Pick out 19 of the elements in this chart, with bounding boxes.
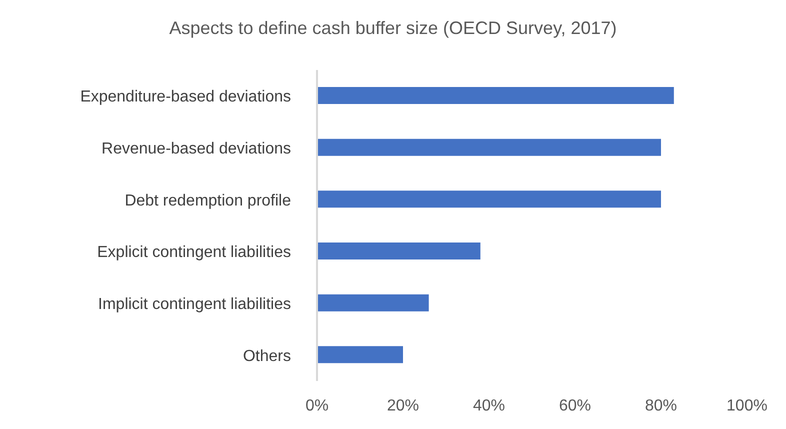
y-tick-label: Debt redemption profile <box>124 192 292 210</box>
x-tick-label: 100% <box>726 397 768 414</box>
bar <box>317 190 661 208</box>
x-tick-label: 60% <box>558 397 592 414</box>
y-tick-label: Expenditure-based deviations <box>80 88 291 106</box>
y-tick-label: Implicit contingent liabilities <box>98 296 291 313</box>
x-tick-label: 80% <box>644 397 678 414</box>
bar <box>317 87 674 104</box>
bar <box>317 294 429 312</box>
x-tick-label: 40% <box>472 397 506 414</box>
bar <box>317 346 403 364</box>
x-tick-label: 0% <box>305 397 329 414</box>
chart-title: Aspects to define cash buffer size (OECD Survey, 2017) <box>168 18 618 39</box>
y-tick-label: Revenue-based deviations <box>102 140 291 158</box>
y-tick-label: Others <box>242 348 291 365</box>
bar <box>317 242 480 260</box>
bar <box>317 138 661 156</box>
x-tick-label: 20% <box>386 397 420 414</box>
y-tick-label: Explicit contingent liabilities <box>97 244 291 262</box>
